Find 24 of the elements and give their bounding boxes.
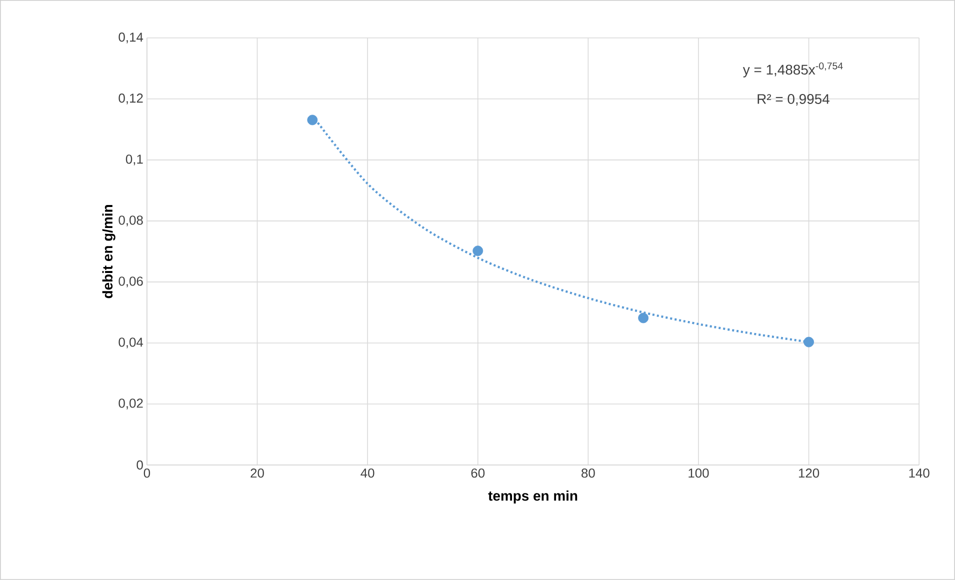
y-tick-label: 0,04	[118, 338, 144, 348]
x-tick-label: 0	[144, 468, 150, 478]
x-tick-label: 20	[250, 468, 264, 478]
y-tick-label: 0,1	[126, 154, 143, 166]
annotation: y = 1,4885x$^{-0,754}$	[742, 62, 843, 78]
y-tick-label: 0,12	[118, 94, 143, 104]
y-tick-label: 0,14	[118, 32, 144, 44]
point	[307, 114, 318, 126]
x-tick-label: 140	[909, 468, 930, 478]
x-axis-title: temps en min	[488, 490, 578, 504]
x-tick-label: 80	[582, 468, 595, 478]
point	[804, 336, 814, 348]
x-tick-label: 100	[688, 468, 709, 478]
y-tick-label: 0	[136, 460, 143, 470]
y-axis-title: debit en g/min	[102, 205, 116, 298]
x-tick-label: 40	[360, 468, 374, 478]
y-tick-label: 0,06	[118, 276, 143, 288]
y-tick-label: 0,02	[118, 398, 143, 410]
point	[472, 246, 484, 256]
x-tick-label: 60	[471, 468, 485, 478]
point	[638, 312, 649, 324]
x-tick-label: 120	[798, 468, 820, 478]
annotation: R² = 0,9954	[758, 94, 830, 106]
y-tick-label: 0,08	[118, 216, 143, 226]
